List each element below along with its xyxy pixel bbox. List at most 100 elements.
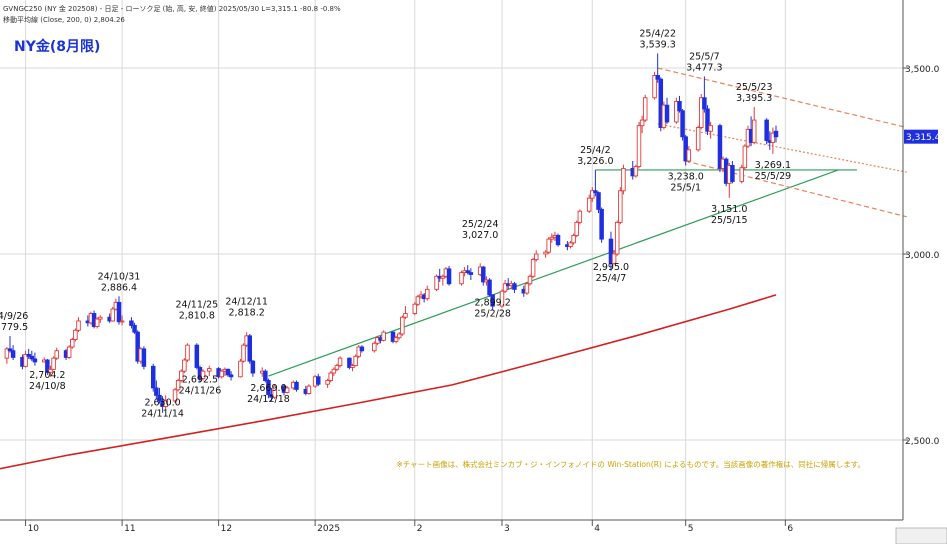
candle-down — [266, 380, 271, 396]
candle-up — [524, 283, 530, 294]
ma-info-line: 移動平均線 (Close, 200, 0) 2,804.26 — [3, 15, 125, 24]
candle-down — [596, 192, 601, 210]
trendline-channel-upper — [657, 67, 907, 129]
x-tick-label: 11 — [124, 524, 135, 534]
candle-up — [742, 145, 748, 169]
x-tick-label: 12 — [221, 524, 232, 534]
candle-down — [141, 348, 147, 367]
candle-up — [425, 288, 430, 300]
candle-up — [618, 190, 623, 223]
candle-up — [172, 389, 178, 402]
annotation-label: 25/4/2 — [580, 145, 611, 156]
candle-up — [207, 368, 212, 372]
candle-up — [549, 236, 555, 240]
candle-up — [708, 125, 713, 132]
candle-up — [54, 350, 59, 359]
annotation-label: 24/12/11 — [225, 297, 268, 308]
candle-up — [119, 320, 125, 323]
candle-up — [574, 221, 579, 236]
candle-up — [241, 344, 246, 362]
candle-up — [770, 132, 776, 143]
candle-up — [51, 357, 56, 370]
candle-up — [412, 303, 418, 314]
x-axis: 10 11 12 2025 2 3 4 5 6 — [25, 520, 793, 534]
candle-up — [381, 331, 386, 341]
candle-up — [66, 346, 72, 358]
candle-down — [680, 110, 685, 138]
candle-up — [48, 368, 53, 373]
candle-down — [468, 272, 474, 275]
candle-down — [157, 394, 162, 402]
annotation-label: 24/11/25 — [175, 299, 218, 310]
trendline-support — [268, 169, 839, 377]
annotation-label: 3,151.0 — [711, 204, 747, 215]
x-tick-label: 3 — [504, 524, 510, 534]
candle-down — [390, 331, 396, 342]
candle-up — [571, 234, 576, 244]
candle-up — [328, 372, 333, 381]
candle-down — [129, 320, 134, 326]
candle-down — [487, 279, 492, 296]
candle-down — [247, 335, 253, 362]
candle-up — [642, 97, 648, 121]
last-price-box: 3,315.4 — [904, 129, 941, 144]
annotation-label: 2,669.0 — [250, 383, 286, 394]
candle-down — [7, 348, 13, 352]
candle-up — [393, 337, 399, 342]
candle-down — [764, 119, 769, 141]
annotation-label: 25/5/15 — [711, 215, 748, 226]
candle-up — [200, 370, 206, 380]
candle-up — [403, 313, 408, 318]
candle-up — [695, 127, 701, 151]
candle-up — [621, 167, 626, 192]
candle-up — [272, 385, 277, 398]
candle-up — [639, 119, 645, 127]
candle-up — [739, 167, 744, 182]
candle-up — [577, 210, 583, 223]
candle-up — [434, 275, 439, 290]
window-corner-widget[interactable] — [895, 527, 947, 545]
candle-up — [586, 197, 592, 212]
candle-down — [717, 125, 723, 169]
candle-down — [773, 130, 779, 138]
candle-down — [664, 104, 670, 123]
annotation-label: 3,269.1 — [755, 160, 791, 171]
candle-down — [490, 294, 495, 307]
annotation-label: 25/5/1 — [670, 182, 701, 193]
candle-down — [32, 358, 38, 363]
candle-up — [611, 253, 617, 264]
annotation-label: 25/5/23 — [736, 82, 773, 93]
candle-up — [175, 380, 181, 391]
y-tick-label: 3,000.0 — [905, 251, 940, 261]
candle-up — [353, 355, 358, 367]
candle-up — [674, 101, 679, 123]
annotation-label: 24/12/18 — [247, 394, 290, 405]
candle-down — [608, 238, 614, 264]
candle-up — [636, 125, 642, 168]
candle-up — [751, 119, 757, 143]
candle-down — [26, 353, 31, 357]
y-tick-label: 3,500.0 — [905, 65, 940, 75]
candle-down — [10, 350, 16, 358]
x-tick-label: 2 — [417, 524, 423, 534]
candle-up — [356, 346, 361, 357]
candle-up — [686, 149, 692, 162]
x-tick-label: 2025 — [317, 524, 340, 534]
candle-down — [250, 360, 256, 374]
annotation-label: 3,226.0 — [577, 156, 613, 167]
candle-down — [593, 190, 598, 194]
candle-up — [396, 333, 402, 339]
candle-up — [4, 348, 10, 359]
candle-down — [29, 355, 35, 360]
annotation-label: 25/2/28 — [474, 308, 511, 319]
candle-up — [652, 74, 657, 99]
candle-down — [228, 374, 234, 378]
candle-up — [400, 316, 405, 335]
annotation-label: 2,886.4 — [101, 282, 137, 293]
candle-up — [23, 353, 28, 367]
annotation-label: 2,899.2 — [475, 297, 511, 308]
candle-down — [225, 368, 231, 376]
copyright-note: ※チャート画像は、株式会社ミンカブ・ジ・インフォノイドの Win-Station… — [396, 459, 865, 469]
candle-down — [512, 283, 517, 290]
candle-up — [543, 251, 548, 255]
